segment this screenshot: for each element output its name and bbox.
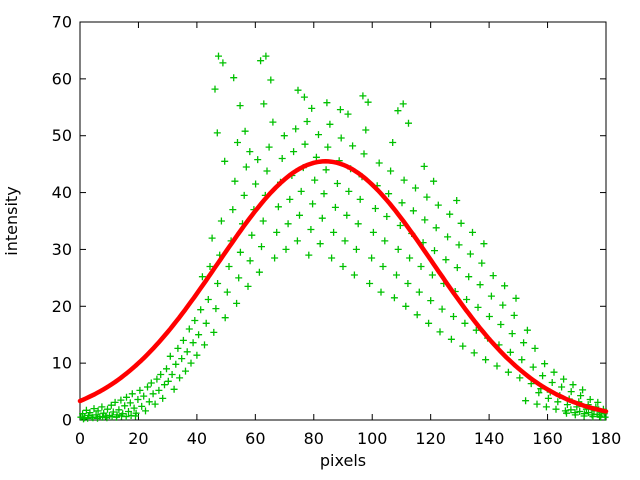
axis-ticks — [79, 21, 607, 421]
y-tick-label: 30 — [52, 240, 72, 259]
y-tick-label: 70 — [52, 13, 72, 32]
axis-tick-labels: 0 20 40 60 80 100 120 140 160 180 0 10 20 30 40 50 60 70 — [52, 13, 622, 449]
y-tick-label: 50 — [52, 126, 72, 145]
y-tick-label: 40 — [52, 183, 72, 202]
x-tick-label: 140 — [474, 429, 505, 448]
plot-border — [79, 21, 607, 421]
y-tick-label: 60 — [52, 69, 72, 88]
x-tick-label: 20 — [128, 429, 148, 448]
scatter-series — [77, 52, 609, 423]
y-tick-label: 0 — [62, 411, 72, 430]
x-tick-label: 80 — [304, 429, 324, 448]
y-axis-title: intensity — [2, 186, 21, 255]
x-tick-label: 160 — [532, 429, 563, 448]
y-tick-label: 10 — [52, 354, 72, 373]
x-tick-label: 60 — [245, 429, 265, 448]
x-tick-label: 0 — [75, 429, 85, 448]
x-tick-label: 40 — [187, 429, 207, 448]
x-axis-title: pixels — [320, 451, 366, 470]
fit-curve — [77, 159, 609, 414]
plot-layers: 0 20 40 60 80 100 120 140 160 180 0 10 20 30 40 50 60 70 — [52, 13, 622, 449]
y-tick-label: 20 — [52, 297, 72, 316]
x-tick-label: 100 — [357, 429, 388, 448]
x-tick-label: 180 — [591, 429, 622, 448]
x-tick-label: 120 — [415, 429, 446, 448]
